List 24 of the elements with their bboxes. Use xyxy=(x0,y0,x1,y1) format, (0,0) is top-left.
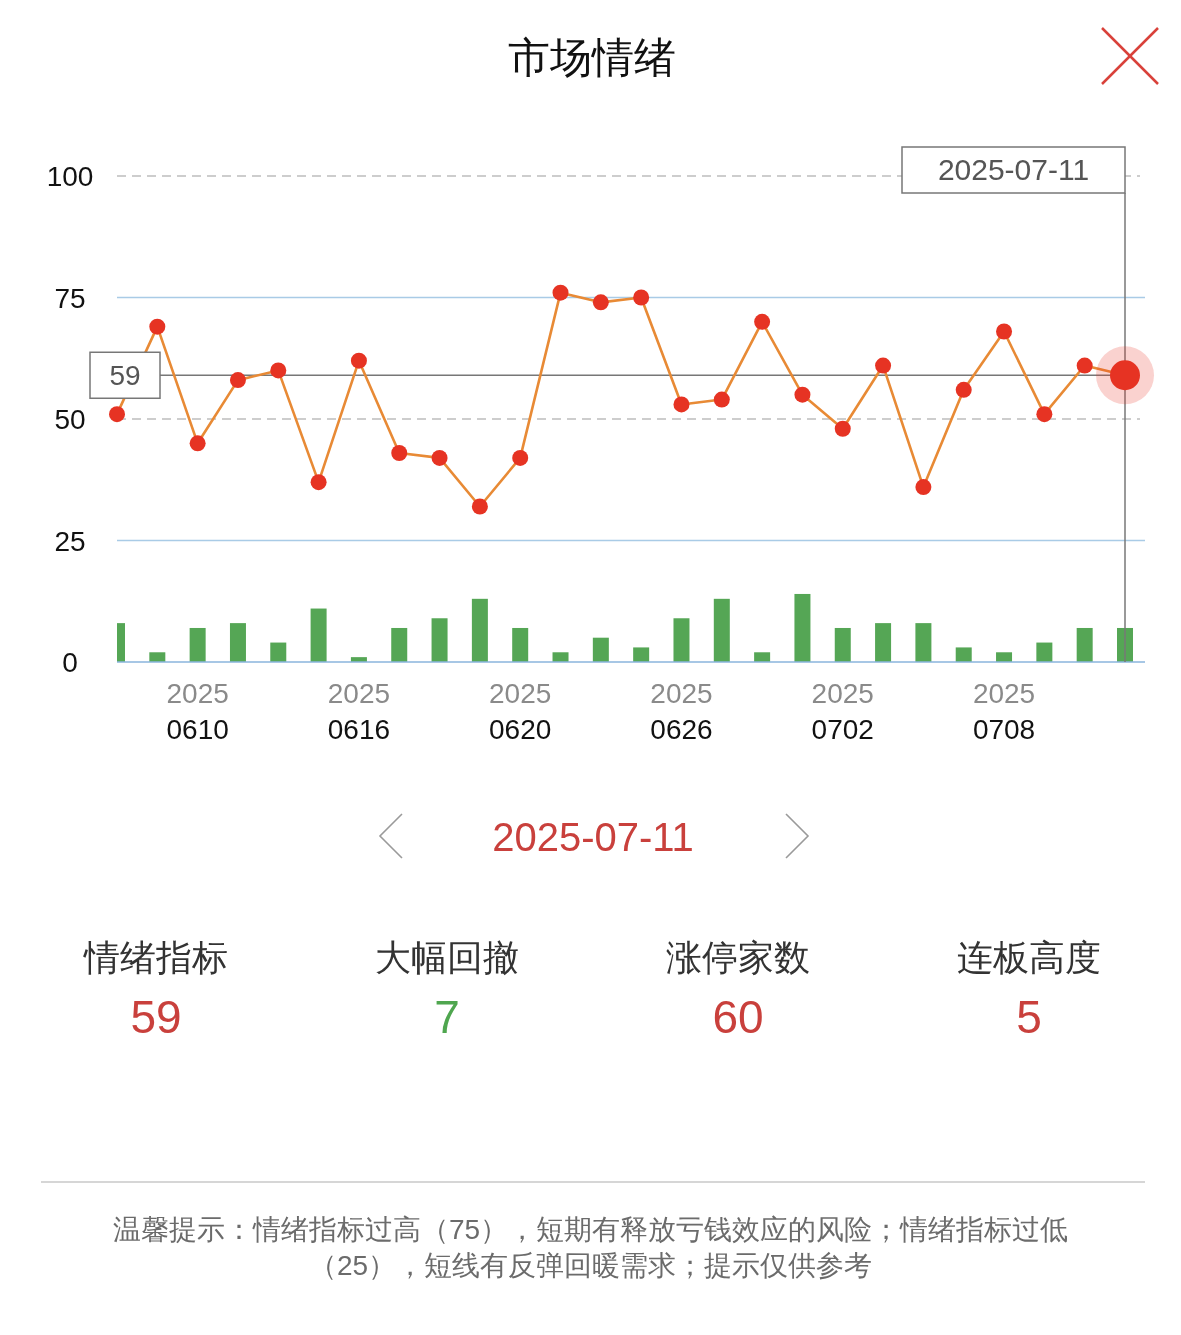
y-tick-label: 0 xyxy=(62,647,78,678)
x-tick-label: 2025 0702 xyxy=(811,678,874,745)
y-tick-label: 25 xyxy=(54,525,86,557)
ref-line-label: 59 xyxy=(109,360,141,392)
data-label: 59 xyxy=(130,991,182,1043)
data-label: 5 xyxy=(1016,991,1042,1043)
category-label: 连板高度 xyxy=(957,937,1101,978)
y-tick-label: 50 xyxy=(54,404,86,435)
chart-title: 市场情绪 xyxy=(508,34,676,81)
category-label: 情绪指标 xyxy=(84,937,228,978)
x-tick-label: 2025 0616 xyxy=(327,678,391,745)
card-title: 2025-07-11 xyxy=(492,815,694,859)
crosshair-label: 2025-07-11 xyxy=(937,153,1090,186)
data-label: 7 xyxy=(434,991,460,1043)
data-label: 60 xyxy=(712,991,764,1043)
category-label: 涨停家数 xyxy=(666,937,810,978)
x-tick-label: 2025 0610 xyxy=(166,678,229,745)
x-tick-label: 2025 0620 xyxy=(489,678,552,745)
x-tick-label: 2025 0708 xyxy=(972,678,1036,745)
category-label: 大幅回撤 xyxy=(375,937,519,978)
x-tick-label: 2025 0626 xyxy=(650,678,713,745)
y-tick-label: 75 xyxy=(54,282,86,314)
y-tick-label: 100 xyxy=(46,161,94,192)
annotation: 温馨提示：情绪指标过高（75），短期有释放亏钱效应的风险；情绪指标过低（25），短线有反弹回暖需求；提示仅供参考 xyxy=(111,1213,1070,1283)
